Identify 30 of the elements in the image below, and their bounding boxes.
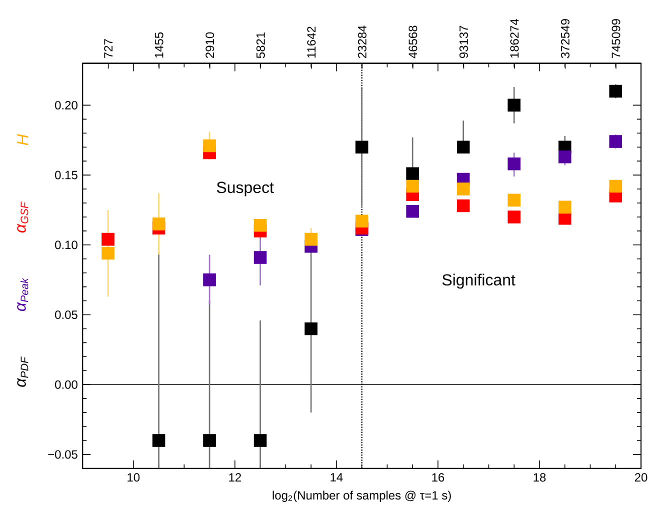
text: α$_{PDF}$	[17, 356, 28, 387]
x-tick-label: 12	[229, 472, 241, 482]
x2-tick-label: 93137	[459, 26, 468, 58]
y-tick-label: 0.15	[55, 170, 78, 180]
x-tick-label: 20	[634, 472, 648, 482]
x-tick-label: 16	[432, 472, 444, 482]
x2-tick-label: 1455	[154, 32, 164, 58]
x2-tick-label: 186274	[510, 18, 519, 58]
y-tick-label: 0.00	[55, 380, 78, 389]
x2-tick-label: 11642	[307, 26, 316, 58]
x2-tick-label: 5821	[256, 32, 265, 58]
x2-tick-label: 46568	[408, 26, 418, 58]
text: α$_{Peak}$	[17, 278, 28, 311]
text: α$_{GSF}$	[17, 201, 28, 232]
y-tick-label: 0.10	[55, 240, 78, 249]
x2-tick-label: 2910	[206, 32, 214, 58]
x2-tick-label: 727	[104, 38, 112, 58]
x-tick-label: 10	[128, 472, 140, 482]
y-tick-label: 0.05	[55, 310, 78, 319]
x2-tick-label: 23284	[358, 25, 366, 58]
y-tick-label: 0.20	[55, 100, 78, 110]
y-tick-label: −0.05	[48, 450, 78, 459]
annotation: Significant	[442, 274, 516, 288]
x-axis-title: log$_{2}$(Number of samples @ τ=1 s)	[272, 490, 451, 502]
annotation: Suspect	[216, 182, 274, 196]
x2-tick-label: 745099	[612, 18, 620, 58]
x2-tick-label: 372549	[560, 18, 570, 58]
x-tick-label: 14	[330, 472, 343, 482]
text: H	[17, 134, 28, 146]
x-tick-label: 18	[534, 472, 546, 482]
